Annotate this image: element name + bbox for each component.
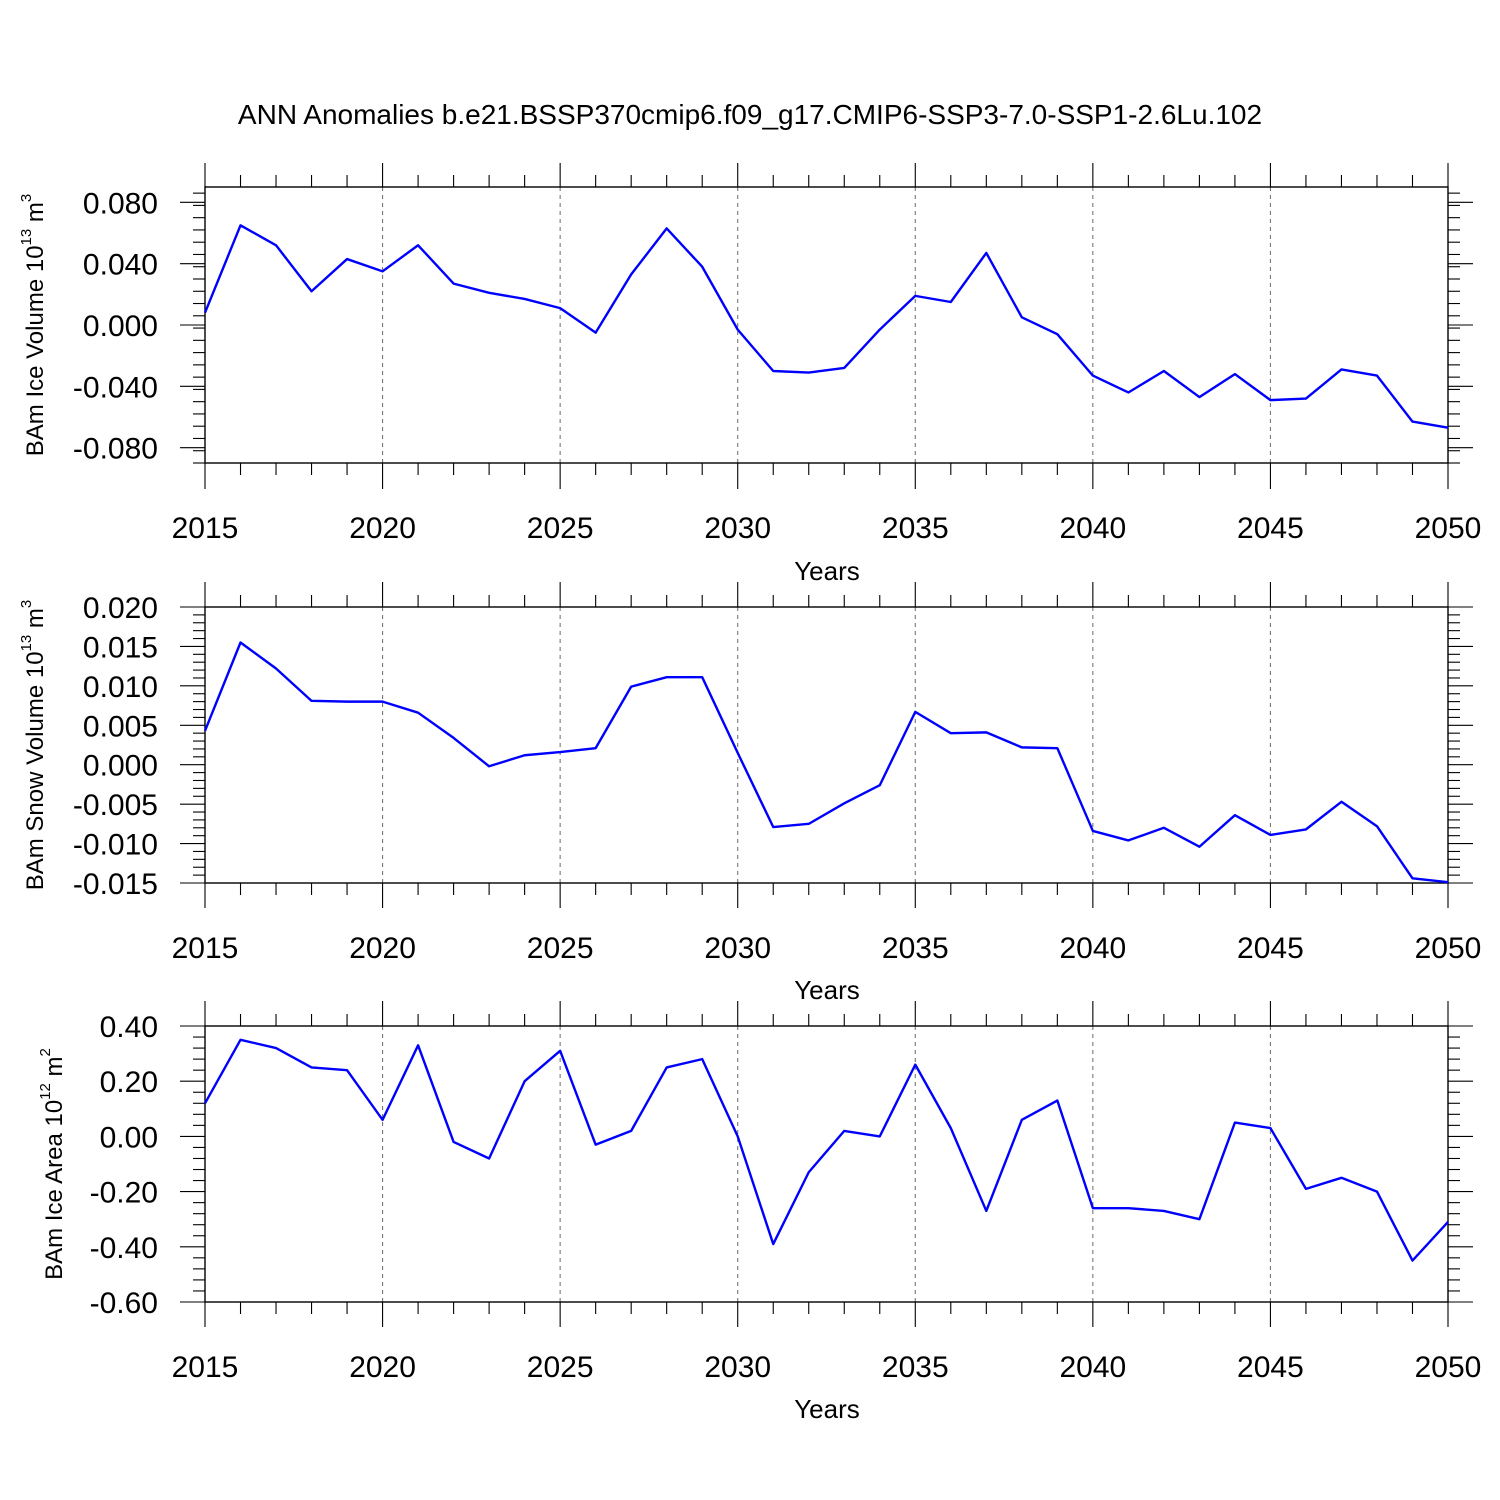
snow-volume-xtick-label: 2045 [1237, 932, 1304, 965]
ice-area-ytick-label: -0.60 [90, 1287, 158, 1320]
ice-volume-xtick-label: 2025 [527, 512, 594, 545]
snow-volume-ytick-label: 0.000 [83, 750, 158, 783]
ice-volume-frame [204, 186, 1449, 464]
ice-volume-x-axis-label: Years [794, 556, 860, 586]
ice-area-xtick-label: 2045 [1237, 1351, 1304, 1384]
snow-volume-ytick-labels: 0.020 0.015 0.010 0.005 0.000 -0.005 -0.… [73, 592, 158, 901]
ice-volume-xtick-label: 2050 [1415, 512, 1482, 545]
ice-volume-xtick-labels: 2015 2020 2025 2030 2035 2040 2045 2050 [172, 512, 1482, 545]
ice-volume-xtick-label: 2020 [349, 512, 416, 545]
snow-volume-xtick-label: 2015 [172, 932, 239, 965]
ice-volume-ytick-label: 0.000 [83, 310, 158, 343]
ice-area-xtick-label: 2035 [882, 1351, 949, 1384]
ice-volume-series-line [203, 224, 1449, 429]
ice-volume-xtick-label: 2035 [882, 512, 949, 545]
ice-volume-y-axis-label: BAm Ice Volume 1013 m3 [18, 194, 49, 456]
ice-area-frame [204, 1025, 1449, 1303]
ice-area-xtick-label: 2015 [172, 1351, 239, 1384]
panel-ice-volume: 0.080 0.040 0.000 -0.040 -0.080 2015 202… [18, 163, 1481, 586]
snow-volume-xtick-labels: 2015 2020 2025 2030 2035 2040 2045 2050 [172, 932, 1482, 965]
ice-volume-ytick-labels: 0.080 0.040 0.000 -0.040 -0.080 [73, 187, 158, 465]
ice-volume-ytick-label: 0.040 [83, 249, 158, 282]
snow-volume-xtick-label: 2030 [704, 932, 771, 965]
snow-volume-xtick-label: 2050 [1415, 932, 1482, 965]
snow-volume-ytick-label: 0.015 [83, 631, 158, 664]
snow-volume-x-axis-label: Years [794, 975, 860, 1005]
ice-volume-xtick-label: 2030 [704, 512, 771, 545]
ice-area-grid [382, 1026, 1271, 1302]
ice-volume-xtick-label: 2040 [1059, 512, 1126, 545]
ice-volume-grid [382, 187, 1271, 463]
ice-volume-ytick-label: -0.040 [73, 371, 158, 404]
ice-area-xtick-labels: 2015 2020 2025 2030 2035 2040 2045 2050 [172, 1351, 1482, 1384]
ice-area-xtick-label: 2025 [527, 1351, 594, 1384]
ice-area-ytick-label: -0.40 [90, 1232, 158, 1265]
snow-volume-xtick-label: 2040 [1059, 932, 1126, 965]
snow-volume-ytick-label: 0.005 [83, 710, 158, 743]
snow-volume-ytick-label: -0.015 [73, 868, 158, 901]
snow-volume-ytick-label: -0.010 [73, 829, 158, 862]
ice-area-xtick-label: 2040 [1059, 1351, 1126, 1384]
ice-area-ytick-label: 0.20 [100, 1066, 158, 1099]
ice-volume-ticks [180, 163, 1473, 489]
ice-area-ytick-labels: 0.40 0.20 0.00 -0.20 -0.40 -0.60 [90, 1011, 158, 1320]
snow-volume-xtick-label: 2020 [349, 932, 416, 965]
ice-area-x-axis-label: Years [794, 1394, 860, 1424]
snow-volume-ytick-label: 0.010 [83, 671, 158, 704]
snow-volume-xtick-label: 2025 [527, 932, 594, 965]
snow-volume-y-axis-label: BAm Snow Volume 1013 m3 [18, 600, 49, 891]
snow-volume-ticks [180, 582, 1473, 908]
snow-volume-grid [382, 607, 1271, 883]
snow-volume-ytick-label: -0.005 [73, 789, 158, 822]
ice-area-xtick-label: 2020 [349, 1351, 416, 1384]
ice-area-xtick-label: 2050 [1415, 1351, 1482, 1384]
ice-volume-xtick-label: 2045 [1237, 512, 1304, 545]
snow-volume-xtick-label: 2035 [882, 932, 949, 965]
panel-snow-volume: 0.020 0.015 0.010 0.005 0.000 -0.005 -0.… [18, 582, 1481, 1005]
ice-volume-ytick-label: -0.080 [73, 433, 158, 466]
ice-area-xtick-label: 2030 [704, 1351, 771, 1384]
ice-area-ticks [180, 1001, 1473, 1327]
chart-title: ANN Anomalies b.e21.BSSP370cmip6.f09_g17… [238, 99, 1262, 130]
ice-area-ytick-label: 0.40 [100, 1011, 158, 1044]
snow-volume-ytick-label: 0.020 [83, 592, 158, 625]
ice-area-ytick-label: 0.00 [100, 1121, 158, 1154]
ice-area-series-line [203, 1038, 1449, 1262]
ice-volume-xtick-label: 2015 [172, 512, 239, 545]
ice-volume-ytick-label: 0.080 [83, 187, 158, 220]
ice-area-y-axis-label: BAm Ice Area 1012 m2 [37, 1048, 68, 1280]
snow-volume-series-line [203, 641, 1449, 884]
ice-area-ytick-label: -0.20 [90, 1177, 158, 1210]
panel-ice-area: 0.40 0.20 0.00 -0.20 -0.40 -0.60 2015 20… [37, 1001, 1481, 1424]
snow-volume-frame [204, 606, 1449, 884]
